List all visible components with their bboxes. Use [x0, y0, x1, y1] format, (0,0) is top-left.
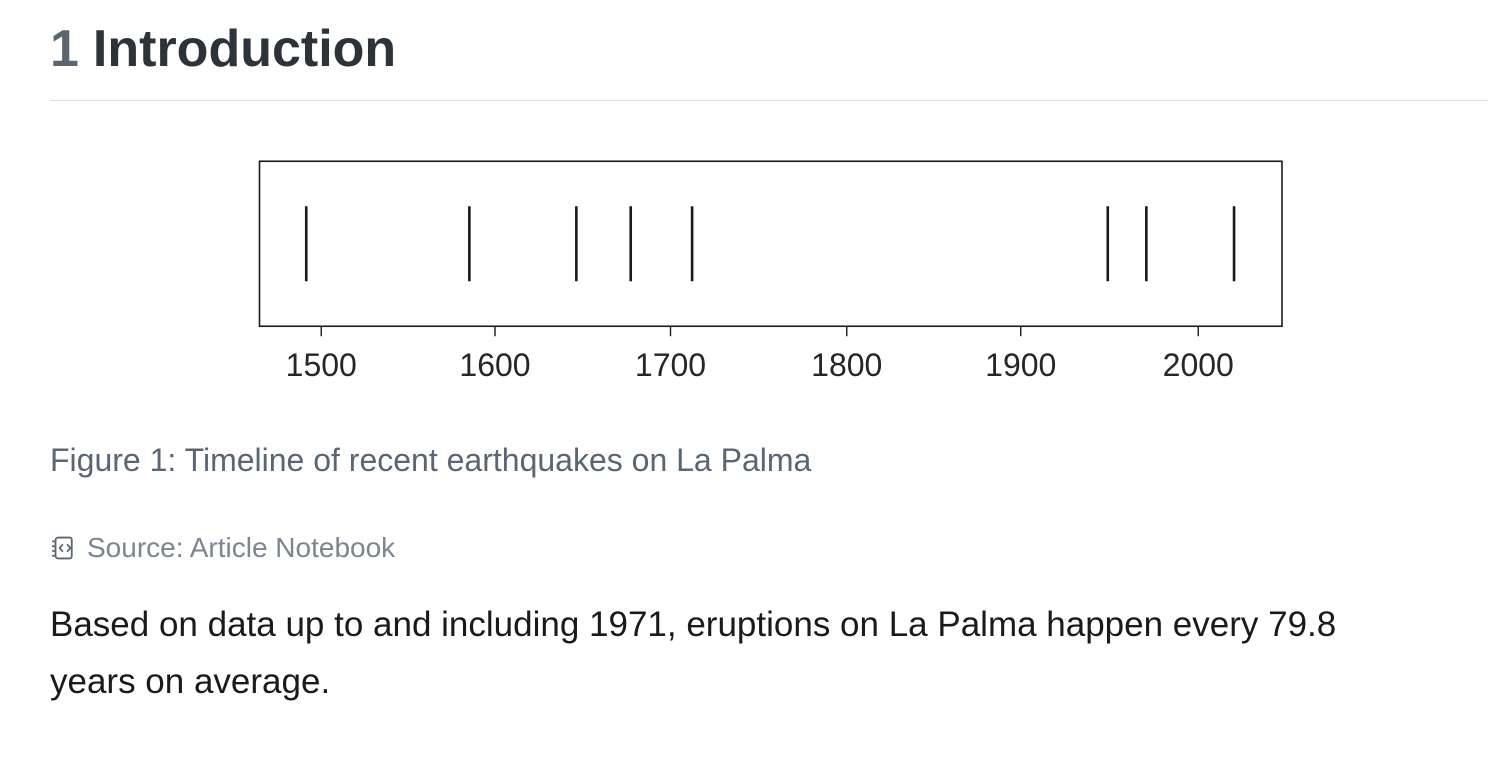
svg-text:1700: 1700 [635, 347, 706, 383]
svg-text:1600: 1600 [459, 347, 530, 383]
svg-text:1800: 1800 [811, 347, 882, 383]
svg-text:2000: 2000 [1163, 347, 1234, 383]
svg-text:1900: 1900 [985, 347, 1056, 383]
svg-text:1500: 1500 [286, 347, 357, 383]
